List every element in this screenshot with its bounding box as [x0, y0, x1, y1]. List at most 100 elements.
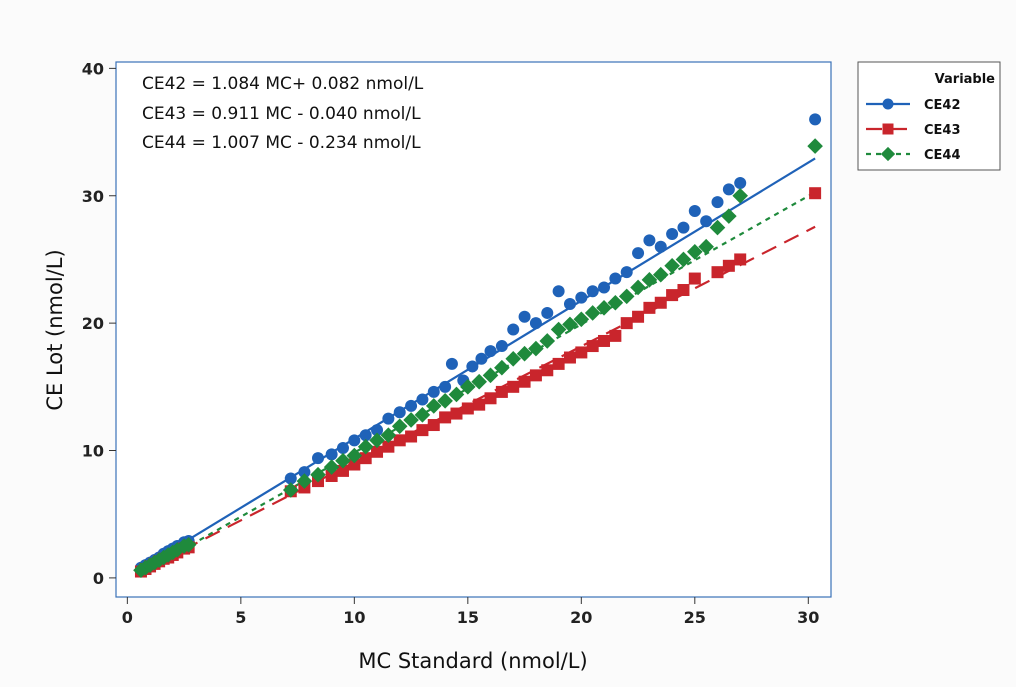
data-point-ce44 [607, 294, 624, 311]
data-point-ce42 [609, 272, 622, 285]
data-point-ce43 [461, 402, 474, 415]
x-axis: 0 5 10 15 20 25 30 [122, 597, 819, 627]
data-point-ce44 [425, 398, 442, 414]
x-tick-label: 30 [797, 608, 819, 627]
data-point-ce42 [507, 323, 520, 336]
data-point-ce42 [722, 183, 735, 196]
data-point-ce44 [437, 393, 453, 409]
data-point-ce42 [484, 345, 497, 358]
y-axis: 0 10 20 30 40 [82, 59, 116, 588]
x-axis-title: MC Standard (nmol/L) [358, 649, 587, 673]
data-point-ce44 [550, 321, 567, 338]
data-point-ce43 [711, 266, 724, 279]
data-point-ce44 [296, 473, 313, 489]
data-point-ce44 [807, 138, 823, 154]
data-point-ce42 [348, 434, 361, 447]
series-ce44 [133, 138, 823, 579]
data-point-ce43 [632, 310, 645, 323]
data-point-ce42 [284, 472, 297, 485]
data-point-ce43 [598, 334, 611, 347]
data-point-ce44 [516, 345, 533, 362]
data-point-ce42 [529, 317, 542, 330]
data-point-ce43 [439, 411, 452, 424]
data-point-ce42 [620, 266, 633, 279]
data-point-ce43 [734, 253, 747, 266]
data-point-ce42 [654, 240, 667, 253]
data-point-ce42 [445, 357, 458, 370]
data-point-ce43 [575, 346, 588, 359]
data-point-ce43 [688, 272, 701, 285]
data-point-ce43 [416, 424, 429, 437]
data-point-ce43 [382, 440, 395, 453]
legend-title: Variable [935, 72, 996, 87]
data-point-ce43 [586, 340, 599, 353]
data-point-ce42 [382, 412, 395, 425]
data-point-ce44 [618, 288, 635, 305]
data-point-ce44 [721, 208, 737, 224]
data-point-ce44 [180, 536, 197, 553]
data-point-ce44 [369, 432, 385, 449]
data-point-ce43 [620, 317, 633, 330]
data-point-ce44 [664, 258, 680, 274]
legend-entries: CE42 CE43 CE44 [866, 98, 961, 163]
data-point-ce43 [495, 385, 508, 398]
data-point-ce42 [371, 424, 384, 437]
data-point-ce44 [698, 238, 714, 255]
data-point-ce43 [609, 329, 622, 342]
data-point-ce44 [539, 333, 556, 349]
legend-entry-ce42: CE42 [866, 98, 961, 113]
x-tick-label: 0 [122, 608, 133, 627]
data-point-ce42 [416, 393, 429, 406]
data-point-ce44 [596, 300, 612, 316]
data-point-ce44 [380, 427, 397, 444]
data-point-ce43 [541, 364, 554, 377]
data-point-ce42 [336, 441, 349, 454]
x-tick-label: 10 [343, 608, 365, 627]
data-point-ce42 [427, 385, 440, 398]
data-point-ce44 [675, 251, 692, 268]
data-point-ce43 [371, 445, 384, 458]
y-tick-label: 10 [82, 442, 104, 461]
legend-label: CE44 [924, 148, 961, 163]
data-point-ce44 [482, 367, 499, 384]
data-point-ce42 [809, 113, 822, 126]
data-point-ce43 [654, 296, 667, 309]
data-point-ce44 [403, 412, 419, 428]
data-point-ce42 [405, 399, 418, 412]
legend: Variable CE42 CE43 CE44 [857, 61, 1001, 171]
data-point-ce44 [505, 350, 522, 367]
data-point-ce43 [809, 187, 822, 200]
data-point-ce42 [325, 448, 338, 461]
data-point-ce44 [709, 219, 726, 236]
data-point-ce44 [335, 452, 351, 469]
data-point-ce44 [414, 407, 431, 423]
data-point-ce44 [357, 438, 374, 455]
data-point-ce42 [734, 177, 747, 190]
x-tick-label: 15 [457, 608, 479, 627]
data-point-ce42 [393, 406, 406, 419]
data-point-ce44 [471, 373, 487, 390]
data-point-ce43 [666, 289, 679, 302]
data-point-ce44 [562, 316, 578, 333]
data-point-ce42 [495, 340, 508, 353]
legend-entry-ce44: CE44 [866, 146, 961, 163]
data-point-ce44 [641, 272, 658, 288]
legend-label: CE42 [924, 98, 961, 113]
x-tick-label: 25 [684, 608, 706, 627]
data-point-ce42 [552, 285, 565, 298]
data-point-ce44 [573, 311, 590, 328]
data-points [133, 113, 823, 579]
data-point-ce43 [722, 259, 735, 272]
data-point-ce42 [700, 215, 713, 228]
data-point-ce43 [484, 392, 497, 405]
data-point-ce44 [732, 187, 749, 204]
y-tick-label: 40 [82, 59, 104, 78]
data-point-ce43 [450, 407, 463, 420]
data-point-ce42 [439, 380, 452, 393]
legend-box [857, 61, 1001, 171]
data-point-ce43 [393, 434, 406, 447]
data-point-ce43 [325, 469, 338, 482]
data-point-ce42 [312, 452, 325, 465]
data-point-ce43 [348, 458, 361, 471]
